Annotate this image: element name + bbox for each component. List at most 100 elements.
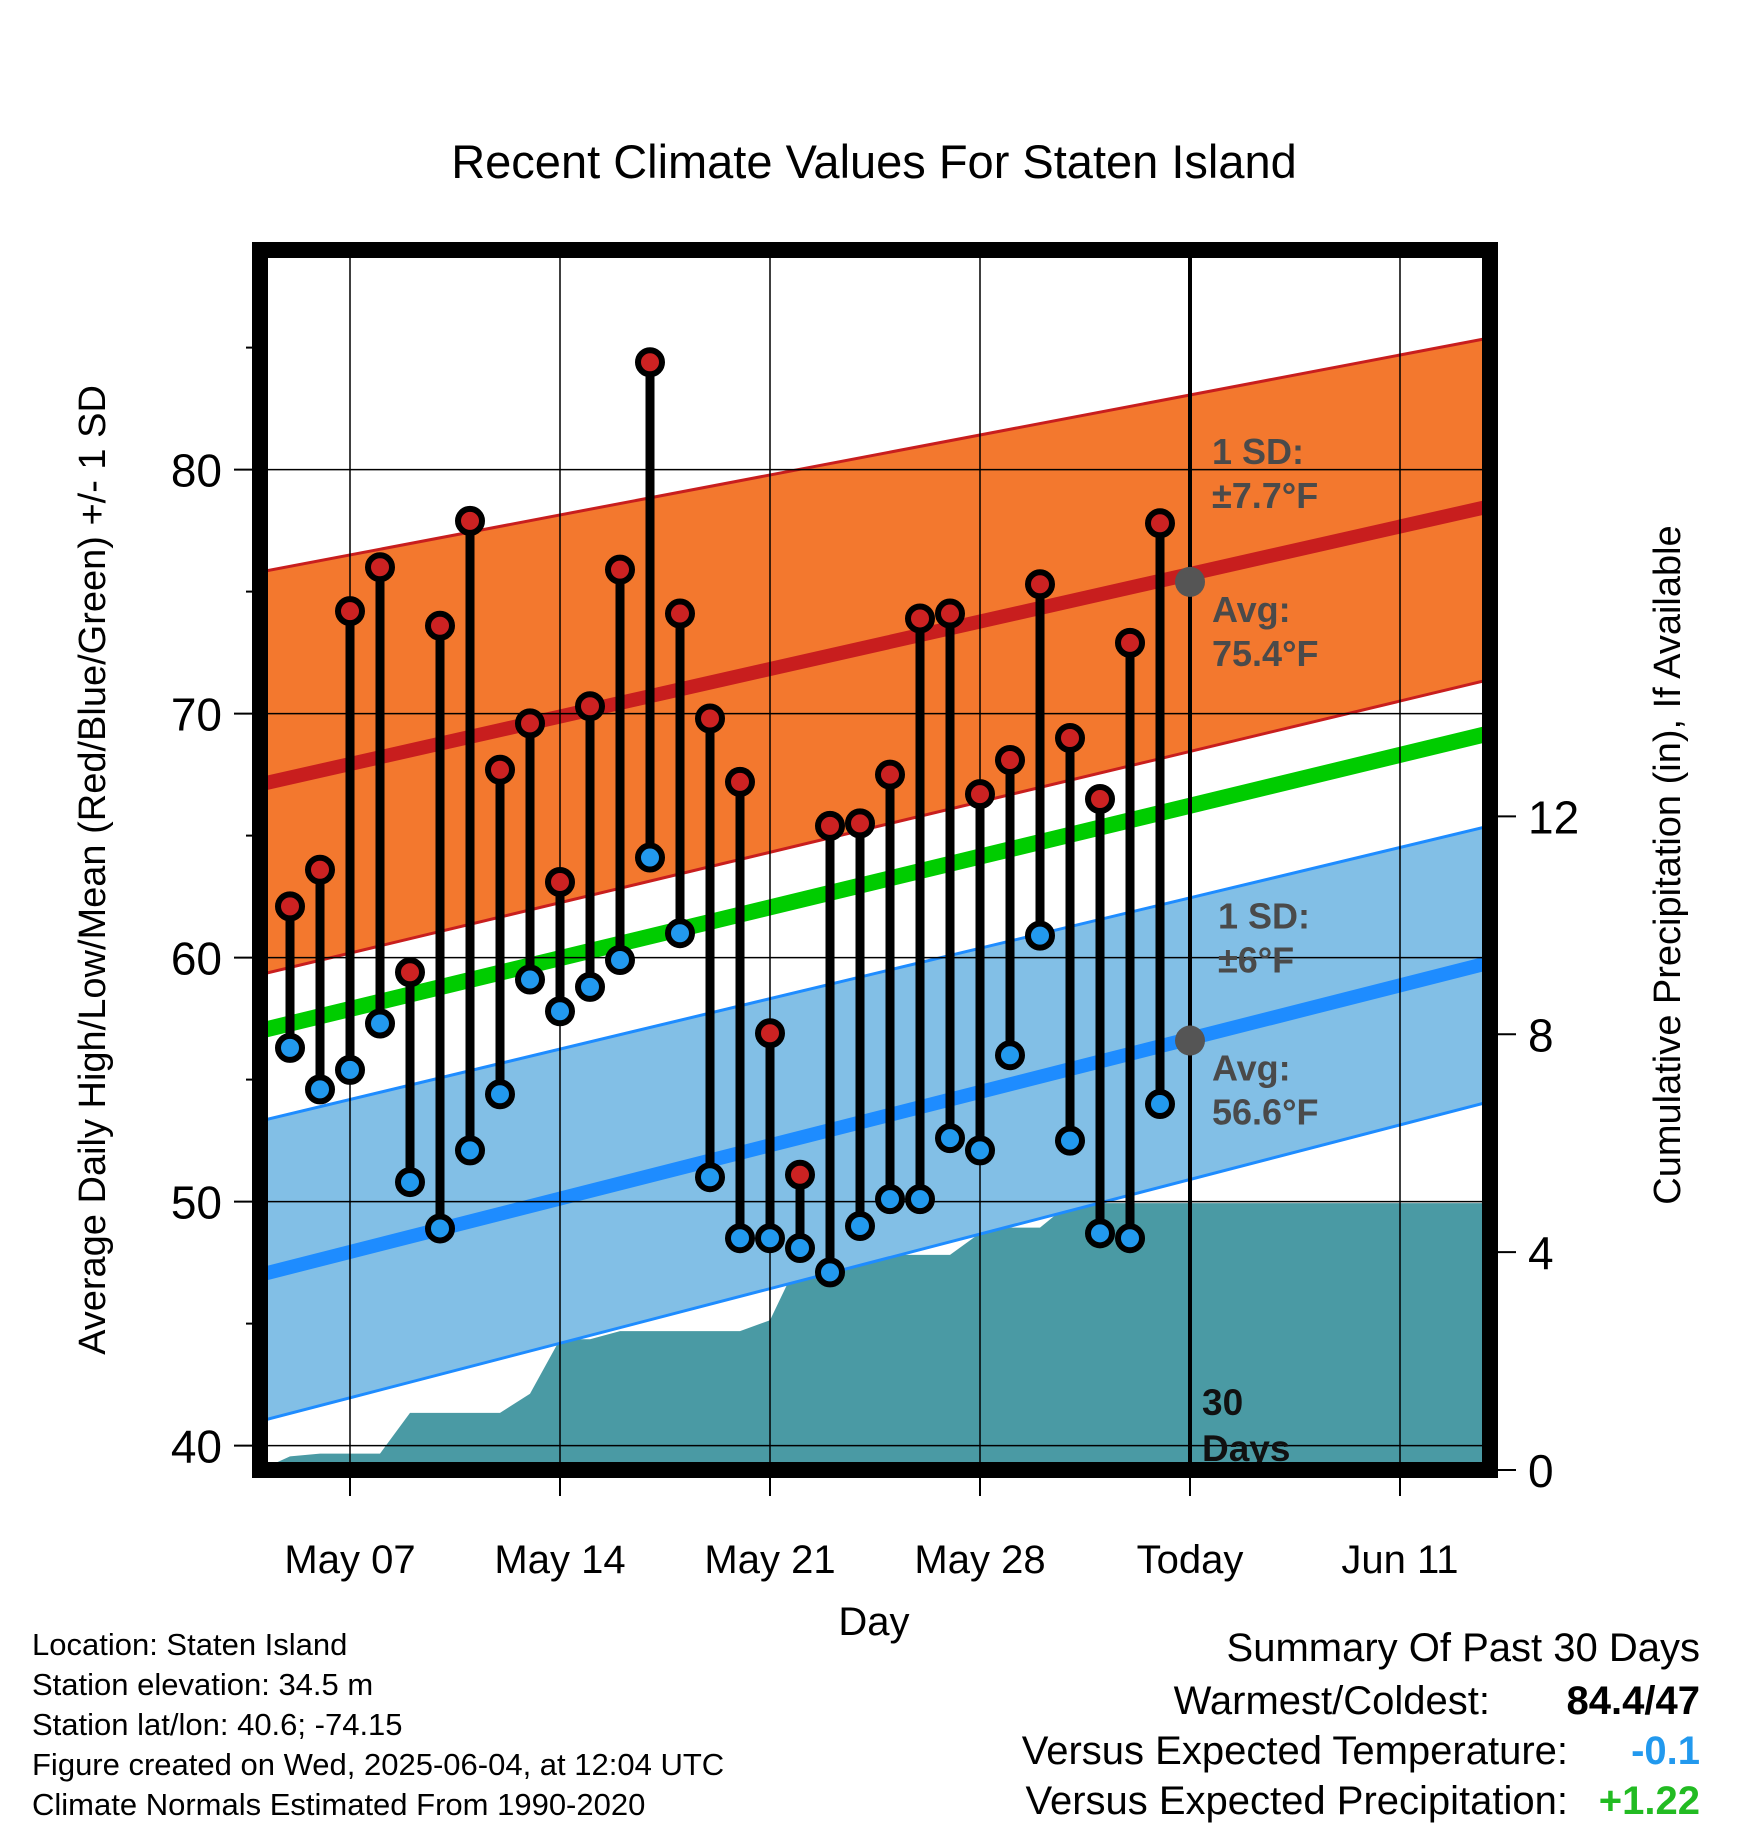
low-point <box>515 964 545 995</box>
precip-value: +1.22 <box>1598 1779 1700 1823</box>
high-sd-band <box>260 337 1490 975</box>
y-tick-label: 50 <box>171 1177 222 1229</box>
y2-tick-label: 8 <box>1528 1009 1554 1061</box>
y2-tick-label: 12 <box>1528 791 1579 843</box>
low-sd-band-upper-edge <box>260 824 1490 1123</box>
mean-avg-line <box>260 725 1490 1039</box>
high-point <box>1115 627 1145 658</box>
summary-title: Summary Of Past 30 Days <box>1226 1626 1700 1670</box>
low-point <box>305 1074 335 1105</box>
low-point <box>395 1167 425 1198</box>
low-point <box>575 971 605 1002</box>
station-info: Location: Staten Island Station elevatio… <box>32 1625 724 1825</box>
low-point <box>425 1213 455 1244</box>
temp-label: Versus Expected Temperature: <box>1021 1729 1568 1773</box>
low-sd-annotation: 1 SD: ±6°F <box>1218 896 1310 981</box>
low-point <box>275 1032 305 1063</box>
high-point <box>875 759 905 790</box>
plot-frame <box>252 242 1498 1478</box>
high-point <box>1025 569 1055 600</box>
today-high-avg-dot <box>1175 566 1205 597</box>
low-point <box>335 1054 365 1085</box>
high-point <box>1055 723 1085 753</box>
low-point <box>1025 920 1055 951</box>
high-point <box>365 552 395 583</box>
high-point <box>635 347 665 378</box>
x-tick-label: May 28 <box>914 1538 1045 1582</box>
summary-precip-row: Versus Expected Precipitation: +1.22 <box>940 1776 1700 1826</box>
y-tick-label: 40 <box>171 1421 222 1473</box>
x-tick-label: May 21 <box>704 1538 835 1582</box>
precip-area <box>260 1203 1490 1470</box>
elevation-text: Station elevation: 34.5 m <box>32 1667 374 1702</box>
low-point <box>365 1008 395 1039</box>
low-point <box>635 842 665 873</box>
location-text: Location: Staten Island <box>32 1627 348 1662</box>
high-point <box>1085 784 1115 814</box>
chart-title: Recent Climate Values For Staten Island <box>451 135 1297 188</box>
low-point <box>605 945 635 976</box>
low-point <box>1055 1125 1085 1156</box>
low-point <box>935 1123 965 1154</box>
latlon-text: Station lat/lon: 40.6; -74.15 <box>32 1707 403 1742</box>
high-point <box>665 598 695 629</box>
today-low-avg-dot <box>1175 1025 1205 1056</box>
high-point <box>845 808 875 839</box>
low-point <box>1145 1089 1175 1119</box>
normals-text: Climate Normals Estimated From 1990-2020 <box>32 1787 646 1822</box>
low-point <box>665 918 695 949</box>
high-avg-annotation: Avg: 75.4°F <box>1212 589 1318 674</box>
high-sd-band-lower-edge <box>260 677 1490 977</box>
y-tick-label: 80 <box>171 445 222 497</box>
low-point <box>1085 1218 1115 1249</box>
high-point <box>755 1018 785 1049</box>
y-tick-label: 70 <box>171 689 222 741</box>
high-point <box>1145 508 1175 539</box>
low-sd-band-lower-edge <box>260 1100 1490 1423</box>
high-point <box>335 596 365 627</box>
low-point <box>815 1257 845 1288</box>
high-sd-annotation: 1 SD: ±7.7°F <box>1212 431 1318 516</box>
y2-tick-label: 0 <box>1528 1445 1554 1497</box>
high-point <box>785 1159 815 1190</box>
low-point <box>755 1223 785 1254</box>
high-point <box>935 598 965 629</box>
x-axis-label: Day <box>838 1600 909 1644</box>
low-point <box>725 1223 755 1254</box>
high-point <box>965 779 995 810</box>
low-point <box>995 1040 1025 1071</box>
low-avg-annotation: Avg: 56.6°F <box>1212 1048 1318 1133</box>
y2-axis-label: Cumulative Precipitation (in), If Availa… <box>1647 525 1689 1204</box>
low-avg-line <box>260 955 1490 1282</box>
summary-panel: Summary Of Past 30 Days Warmest/Coldest:… <box>940 1620 1700 1826</box>
low-point <box>845 1211 875 1241</box>
high-avg-line <box>260 499 1490 792</box>
high-point <box>455 505 485 536</box>
high-point <box>695 703 725 734</box>
temp-value: -0.1 <box>1631 1729 1700 1773</box>
created-text: Figure created on Wed, 2025-06-04, at 12… <box>32 1747 725 1782</box>
warmest-label: Warmest/Coldest: <box>1173 1679 1490 1723</box>
x-tick-label: May 14 <box>494 1538 625 1582</box>
high-point <box>725 766 755 797</box>
summary-warmest-row: Warmest/Coldest: 84.4/47 <box>940 1676 1700 1726</box>
x-tick-label: Today <box>1137 1538 1244 1582</box>
high-point <box>485 754 515 785</box>
high-point <box>905 603 935 634</box>
y-tick-label: 60 <box>171 933 222 985</box>
high-point <box>425 610 455 641</box>
low-point <box>1115 1223 1145 1254</box>
precip-label: Versus Expected Precipitation: <box>1025 1779 1568 1823</box>
high-point <box>575 691 605 722</box>
y2-tick-label: 4 <box>1528 1227 1554 1279</box>
summary-temp-row: Versus Expected Temperature: -0.1 <box>940 1726 1700 1776</box>
low-point <box>965 1135 995 1166</box>
low-point <box>695 1162 725 1193</box>
low-point <box>875 1184 905 1215</box>
high-point <box>605 554 635 585</box>
high-point <box>515 708 545 739</box>
low-point <box>455 1135 485 1166</box>
high-point <box>815 810 845 841</box>
high-point <box>545 866 575 897</box>
